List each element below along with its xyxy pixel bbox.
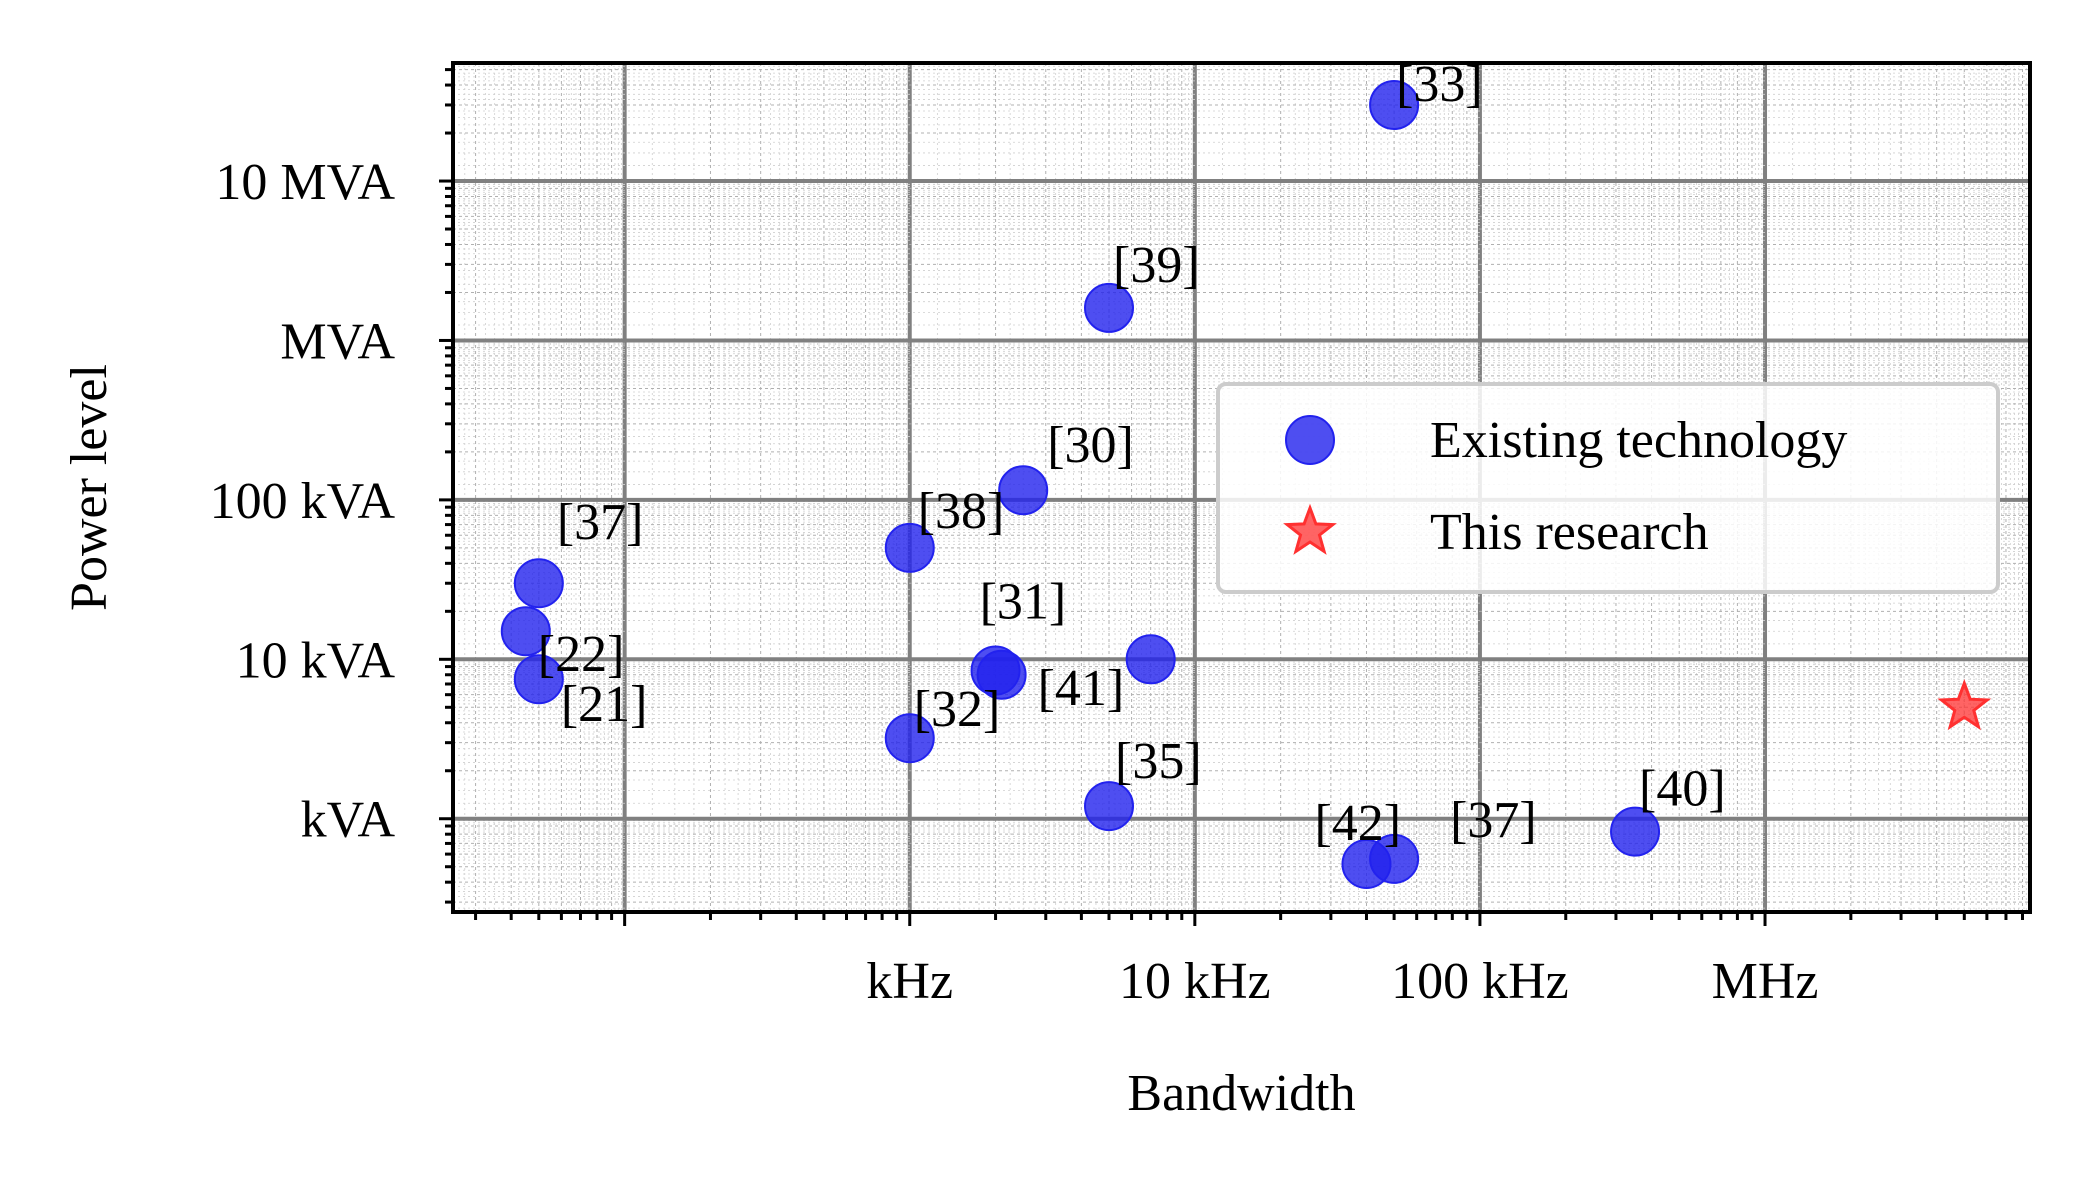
legend-label: Existing technology: [1430, 412, 1847, 469]
data-point-existing: [513, 654, 564, 705]
x-tick-label: 10 kHz: [1119, 953, 1271, 1010]
legend-label: This research: [1430, 504, 1709, 561]
data-label: [32]: [914, 681, 1001, 738]
data-point-existing: [884, 522, 935, 573]
y-axis-title: Power level: [61, 364, 118, 611]
y-tick-label: 100 kVA: [210, 473, 396, 530]
y-tick-label: 10 MVA: [215, 154, 395, 211]
data-point-existing: [1125, 634, 1176, 685]
data-point-research: [1937, 678, 1992, 731]
data-point-existing: [1084, 282, 1135, 333]
plot-frame: [451, 61, 2032, 914]
data-label: [33]: [1396, 56, 1483, 113]
data-point-existing: [500, 606, 551, 657]
data-point-existing: [1369, 79, 1420, 130]
data-label: [39]: [1113, 237, 1200, 294]
x-axis-title: Bandwidth: [1127, 1065, 1355, 1122]
x-tick-label: MHz: [1712, 953, 1819, 1010]
data-point-existing: [513, 558, 564, 609]
data-label: [37]: [557, 494, 644, 551]
data-label: [42]: [1314, 795, 1401, 852]
legend: Existing technology This research: [1216, 382, 2000, 594]
data-point-existing: [998, 465, 1049, 516]
data-point-existing: [1369, 833, 1420, 884]
data-label: [31]: [980, 574, 1067, 631]
data-point-existing: [884, 713, 935, 764]
data-label: [30]: [1047, 417, 1134, 474]
data-label: [37]: [1450, 792, 1537, 849]
legend-marker-existing: [1285, 415, 1335, 465]
legend-box: [1216, 382, 2000, 594]
data-label: [35]: [1115, 733, 1202, 790]
x-tick-label: kHz: [866, 953, 953, 1010]
data-point-existing: [1610, 806, 1661, 857]
data-markers: [500, 79, 1992, 890]
data-label: [22]: [538, 626, 625, 683]
y-tick-label: MVA: [280, 313, 395, 370]
data-point-existing: [976, 649, 1027, 700]
tick-labels: kHz 10 kHz 100 kHz MHz kVA 10 kVA 100 kVA MVA 10…: [210, 154, 1819, 1010]
data-label: [40]: [1639, 761, 1726, 818]
y-tick-label: 10 kVA: [236, 632, 396, 689]
point-annotations: [33] [39] [30] [37] [38] [22][21] [31] [41] [32]…: [538, 56, 1726, 852]
data-label: [41]: [1038, 660, 1125, 717]
data-label: [21]: [561, 676, 648, 733]
y-tick-label: kVA: [301, 792, 396, 849]
legend-marker-research: [1283, 503, 1337, 555]
data-label: [38]: [918, 483, 1005, 540]
x-tick-label: 100 kHz: [1391, 953, 1569, 1010]
data-point-existing: [1084, 781, 1135, 832]
